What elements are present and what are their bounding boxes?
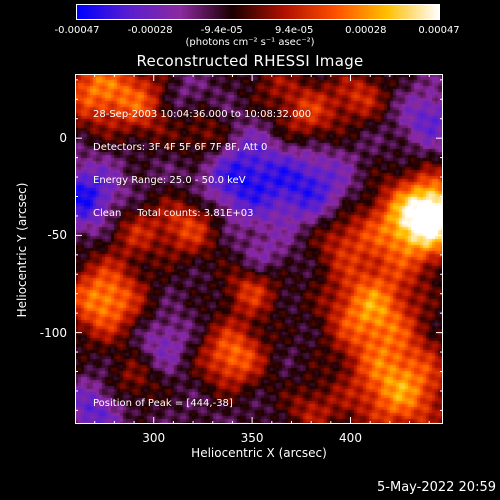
colorbar-tick-label: 0.00047 bbox=[418, 25, 460, 36]
y-tick-label: -100 bbox=[39, 325, 67, 340]
colorbar-tick-label: 9.4e-05 bbox=[274, 25, 314, 36]
y-tick-label: 0 bbox=[59, 131, 67, 146]
x-tick-label: 400 bbox=[339, 431, 362, 445]
info-algorithm-counts: Clean Total counts: 3.81E+03 bbox=[93, 208, 254, 219]
x-tick-label: 300 bbox=[142, 431, 166, 445]
colorbar bbox=[76, 4, 440, 20]
x-axis-label: Heliocentric X (arcsec) bbox=[191, 446, 327, 460]
info-detectors: Detectors: 3F 4F 5F 6F 7F 8F, Att 0 bbox=[93, 142, 268, 153]
colorbar-tick-label: 0.00028 bbox=[345, 25, 387, 36]
y-axis-label: Heliocentric Y (arcsec) bbox=[15, 182, 29, 318]
colorbar-tick-label: -0.00047 bbox=[54, 25, 100, 36]
timestamp: 5-May-2022 20:59 bbox=[377, 480, 496, 495]
observation-info: 28-Sep-2003 10:04:36.000 to 10:08:32.000… bbox=[93, 87, 311, 230]
colorbar-unit: (photons cm⁻² s⁻¹ asec⁻²) bbox=[185, 37, 315, 48]
colorbar-tick-label: -9.4e-05 bbox=[200, 25, 243, 36]
colorbar-tick-label: -0.00028 bbox=[127, 25, 173, 36]
info-energy-range: Energy Range: 25.0 - 50.0 keV bbox=[93, 175, 246, 186]
y-tick-label: -50 bbox=[47, 228, 67, 243]
heatmap-image bbox=[75, 74, 443, 424]
x-tick-label: 350 bbox=[240, 431, 264, 445]
heatmap-plot bbox=[75, 74, 443, 424]
info-time-range: 28-Sep-2003 10:04:36.000 to 10:08:32.000 bbox=[93, 109, 312, 120]
chart-title: Reconstructed RHESSI Image bbox=[136, 52, 364, 70]
peak-position: Position of Peak = [444,-38] bbox=[93, 398, 233, 409]
colorbar-gradient bbox=[77, 5, 439, 19]
